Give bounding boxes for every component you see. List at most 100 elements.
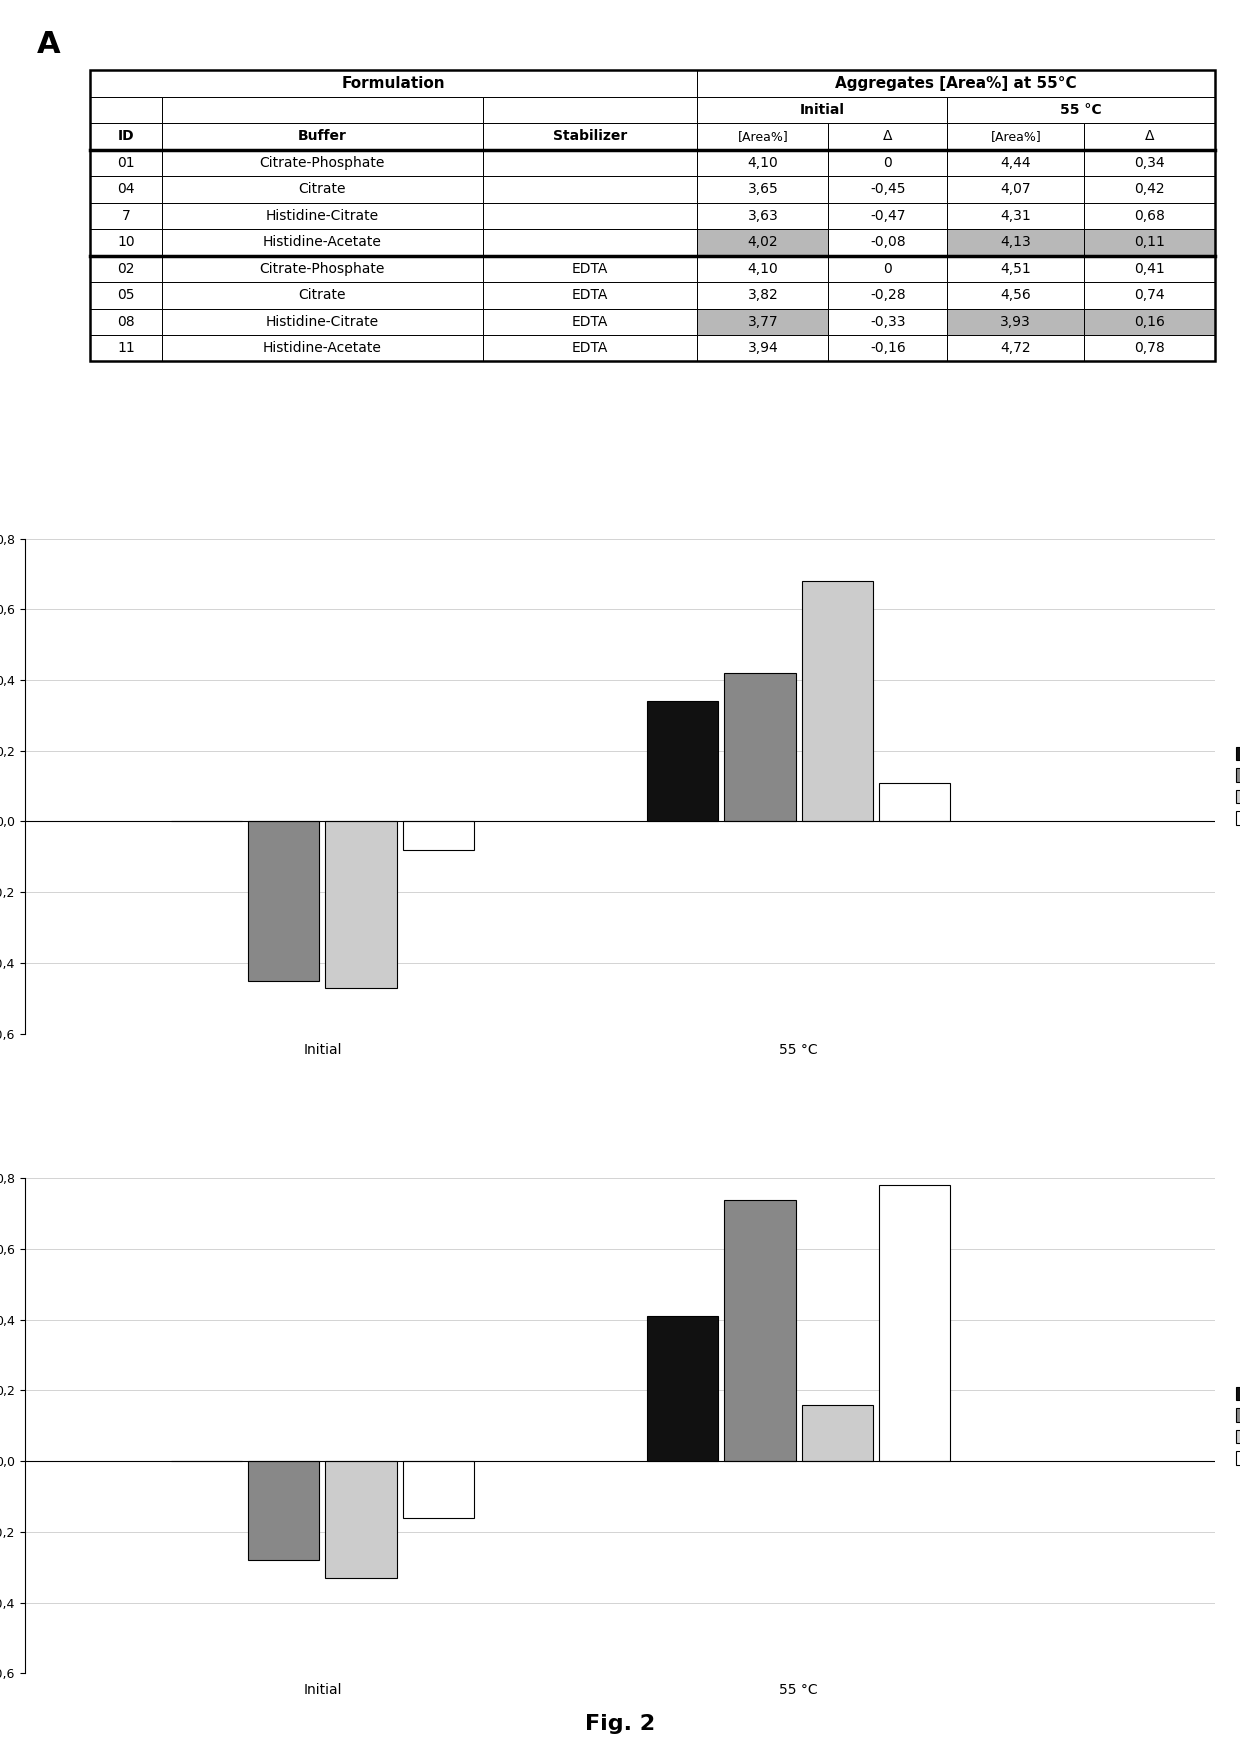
Text: 0: 0 (883, 261, 893, 275)
Text: 08: 08 (117, 315, 135, 329)
Text: Histidine-Acetate: Histidine-Acetate (263, 342, 382, 356)
Bar (947, 98, 1215, 124)
Text: -0,33: -0,33 (870, 315, 905, 329)
Text: Citrate-Phosphate: Citrate-Phosphate (259, 155, 386, 169)
Bar (91, 335, 161, 361)
Text: 0: 0 (883, 155, 893, 169)
Bar (697, 256, 828, 282)
Bar (947, 228, 1084, 256)
Bar (91, 124, 161, 150)
Text: 3,63: 3,63 (748, 209, 779, 223)
Bar (484, 309, 697, 335)
Text: Citrate: Citrate (299, 288, 346, 302)
Text: Citrate: Citrate (299, 183, 346, 197)
Bar (484, 124, 697, 150)
Bar (724, 673, 796, 821)
Bar (1084, 282, 1215, 309)
Text: -0,16: -0,16 (870, 342, 905, 356)
Bar (947, 124, 1084, 150)
Bar (161, 256, 484, 282)
Bar (828, 150, 947, 176)
Text: EDTA: EDTA (572, 288, 609, 302)
Bar (947, 335, 1084, 361)
Bar (697, 124, 828, 150)
Bar (484, 98, 697, 124)
Text: 0,78: 0,78 (1135, 342, 1166, 356)
Bar (724, 1199, 796, 1461)
Bar (161, 309, 484, 335)
Text: 0,34: 0,34 (1135, 155, 1166, 169)
Bar (91, 98, 161, 124)
Bar (248, 821, 320, 981)
Bar (91, 282, 161, 309)
Text: 04: 04 (118, 183, 135, 197)
Text: 0,16: 0,16 (1135, 315, 1166, 329)
Bar (697, 176, 828, 202)
Bar (1084, 335, 1215, 361)
Bar (325, 821, 397, 988)
Text: 4,72: 4,72 (1001, 342, 1032, 356)
Text: 3,82: 3,82 (748, 288, 779, 302)
Text: Stabilizer: Stabilizer (553, 129, 627, 143)
Bar (947, 176, 1084, 202)
Bar (697, 98, 947, 124)
Text: 4,31: 4,31 (1001, 209, 1032, 223)
Text: 02: 02 (118, 261, 135, 275)
Bar (647, 1316, 718, 1461)
Bar (828, 282, 947, 309)
Bar (1084, 256, 1215, 282)
Text: 7: 7 (122, 209, 130, 223)
Bar (91, 70, 1215, 361)
Text: Δ: Δ (1145, 129, 1154, 143)
Bar (801, 1405, 873, 1461)
Bar (801, 580, 873, 821)
Text: 0,74: 0,74 (1135, 288, 1166, 302)
Legend: ID 02, ID 05, ID 08, ID 11: ID 02, ID 05, ID 08, ID 11 (1234, 1384, 1240, 1468)
Bar (828, 124, 947, 150)
Bar (484, 256, 697, 282)
Text: 05: 05 (118, 288, 135, 302)
Text: 3,65: 3,65 (748, 183, 779, 197)
Bar (828, 202, 947, 228)
Text: 4,51: 4,51 (1001, 261, 1032, 275)
Bar (91, 202, 161, 228)
Text: 0,68: 0,68 (1135, 209, 1166, 223)
Text: 11: 11 (117, 342, 135, 356)
Text: Histidine-Citrate: Histidine-Citrate (265, 209, 379, 223)
Bar (161, 228, 484, 256)
Bar (947, 202, 1084, 228)
Bar (484, 335, 697, 361)
Legend: ID 01, ID 04, ID 07, ID 10: ID 01, ID 04, ID 07, ID 10 (1234, 744, 1240, 828)
Bar (91, 309, 161, 335)
Text: Aggregates [Area%] at 55°C: Aggregates [Area%] at 55°C (836, 77, 1078, 91)
Text: Fig. 2: Fig. 2 (585, 1715, 655, 1734)
Bar (484, 202, 697, 228)
Bar (828, 176, 947, 202)
Text: 4,07: 4,07 (1001, 183, 1032, 197)
Text: -0,47: -0,47 (870, 209, 905, 223)
Text: Initial: Initial (800, 103, 844, 117)
Bar (403, 1461, 474, 1518)
Bar (91, 70, 697, 98)
Bar (484, 282, 697, 309)
Text: 4,56: 4,56 (1001, 288, 1032, 302)
Text: Citrate-Phosphate: Citrate-Phosphate (259, 261, 386, 275)
Text: 0,11: 0,11 (1135, 235, 1166, 249)
Bar (828, 256, 947, 282)
Bar (697, 70, 1215, 98)
Text: Histidine-Citrate: Histidine-Citrate (265, 315, 379, 329)
Bar (161, 150, 484, 176)
Text: Formulation: Formulation (342, 77, 445, 91)
Bar (91, 150, 161, 176)
Bar (161, 124, 484, 150)
Bar (879, 783, 950, 821)
Bar (947, 282, 1084, 309)
Bar (1084, 228, 1215, 256)
Text: 55 °C: 55 °C (1060, 103, 1102, 117)
Bar (161, 176, 484, 202)
Bar (1084, 150, 1215, 176)
Bar (91, 176, 161, 202)
Text: 4,10: 4,10 (748, 155, 779, 169)
Text: 0,41: 0,41 (1135, 261, 1166, 275)
Bar (879, 1185, 950, 1461)
